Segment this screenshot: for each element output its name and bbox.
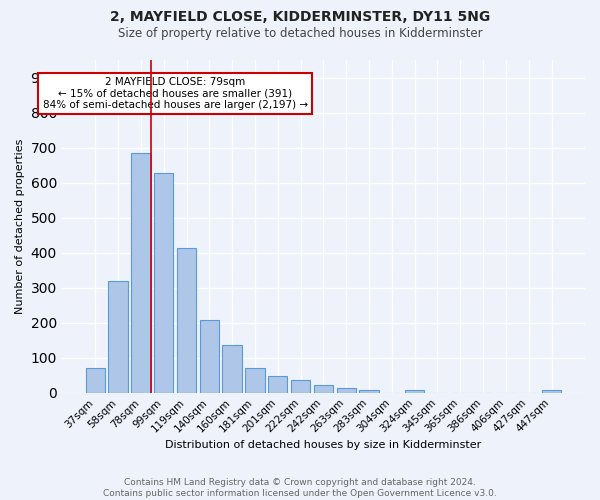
Bar bbox=[177, 248, 196, 392]
Bar bbox=[86, 368, 105, 392]
Text: Size of property relative to detached houses in Kidderminster: Size of property relative to detached ho… bbox=[118, 28, 482, 40]
Bar bbox=[131, 153, 151, 392]
Bar bbox=[200, 320, 219, 392]
Bar bbox=[268, 376, 287, 392]
Bar bbox=[245, 368, 265, 392]
Bar bbox=[154, 173, 173, 392]
Bar bbox=[223, 344, 242, 393]
Bar bbox=[405, 390, 424, 392]
Bar bbox=[291, 380, 310, 392]
Text: Contains HM Land Registry data © Crown copyright and database right 2024.
Contai: Contains HM Land Registry data © Crown c… bbox=[103, 478, 497, 498]
Bar bbox=[314, 385, 333, 392]
Text: 2 MAYFIELD CLOSE: 79sqm
← 15% of detached houses are smaller (391)
84% of semi-d: 2 MAYFIELD CLOSE: 79sqm ← 15% of detache… bbox=[43, 76, 308, 110]
Bar bbox=[109, 280, 128, 392]
Bar bbox=[359, 390, 379, 392]
Bar bbox=[542, 390, 561, 392]
Text: 2, MAYFIELD CLOSE, KIDDERMINSTER, DY11 5NG: 2, MAYFIELD CLOSE, KIDDERMINSTER, DY11 5… bbox=[110, 10, 490, 24]
X-axis label: Distribution of detached houses by size in Kidderminster: Distribution of detached houses by size … bbox=[165, 440, 482, 450]
Y-axis label: Number of detached properties: Number of detached properties bbox=[15, 138, 25, 314]
Bar bbox=[337, 388, 356, 392]
